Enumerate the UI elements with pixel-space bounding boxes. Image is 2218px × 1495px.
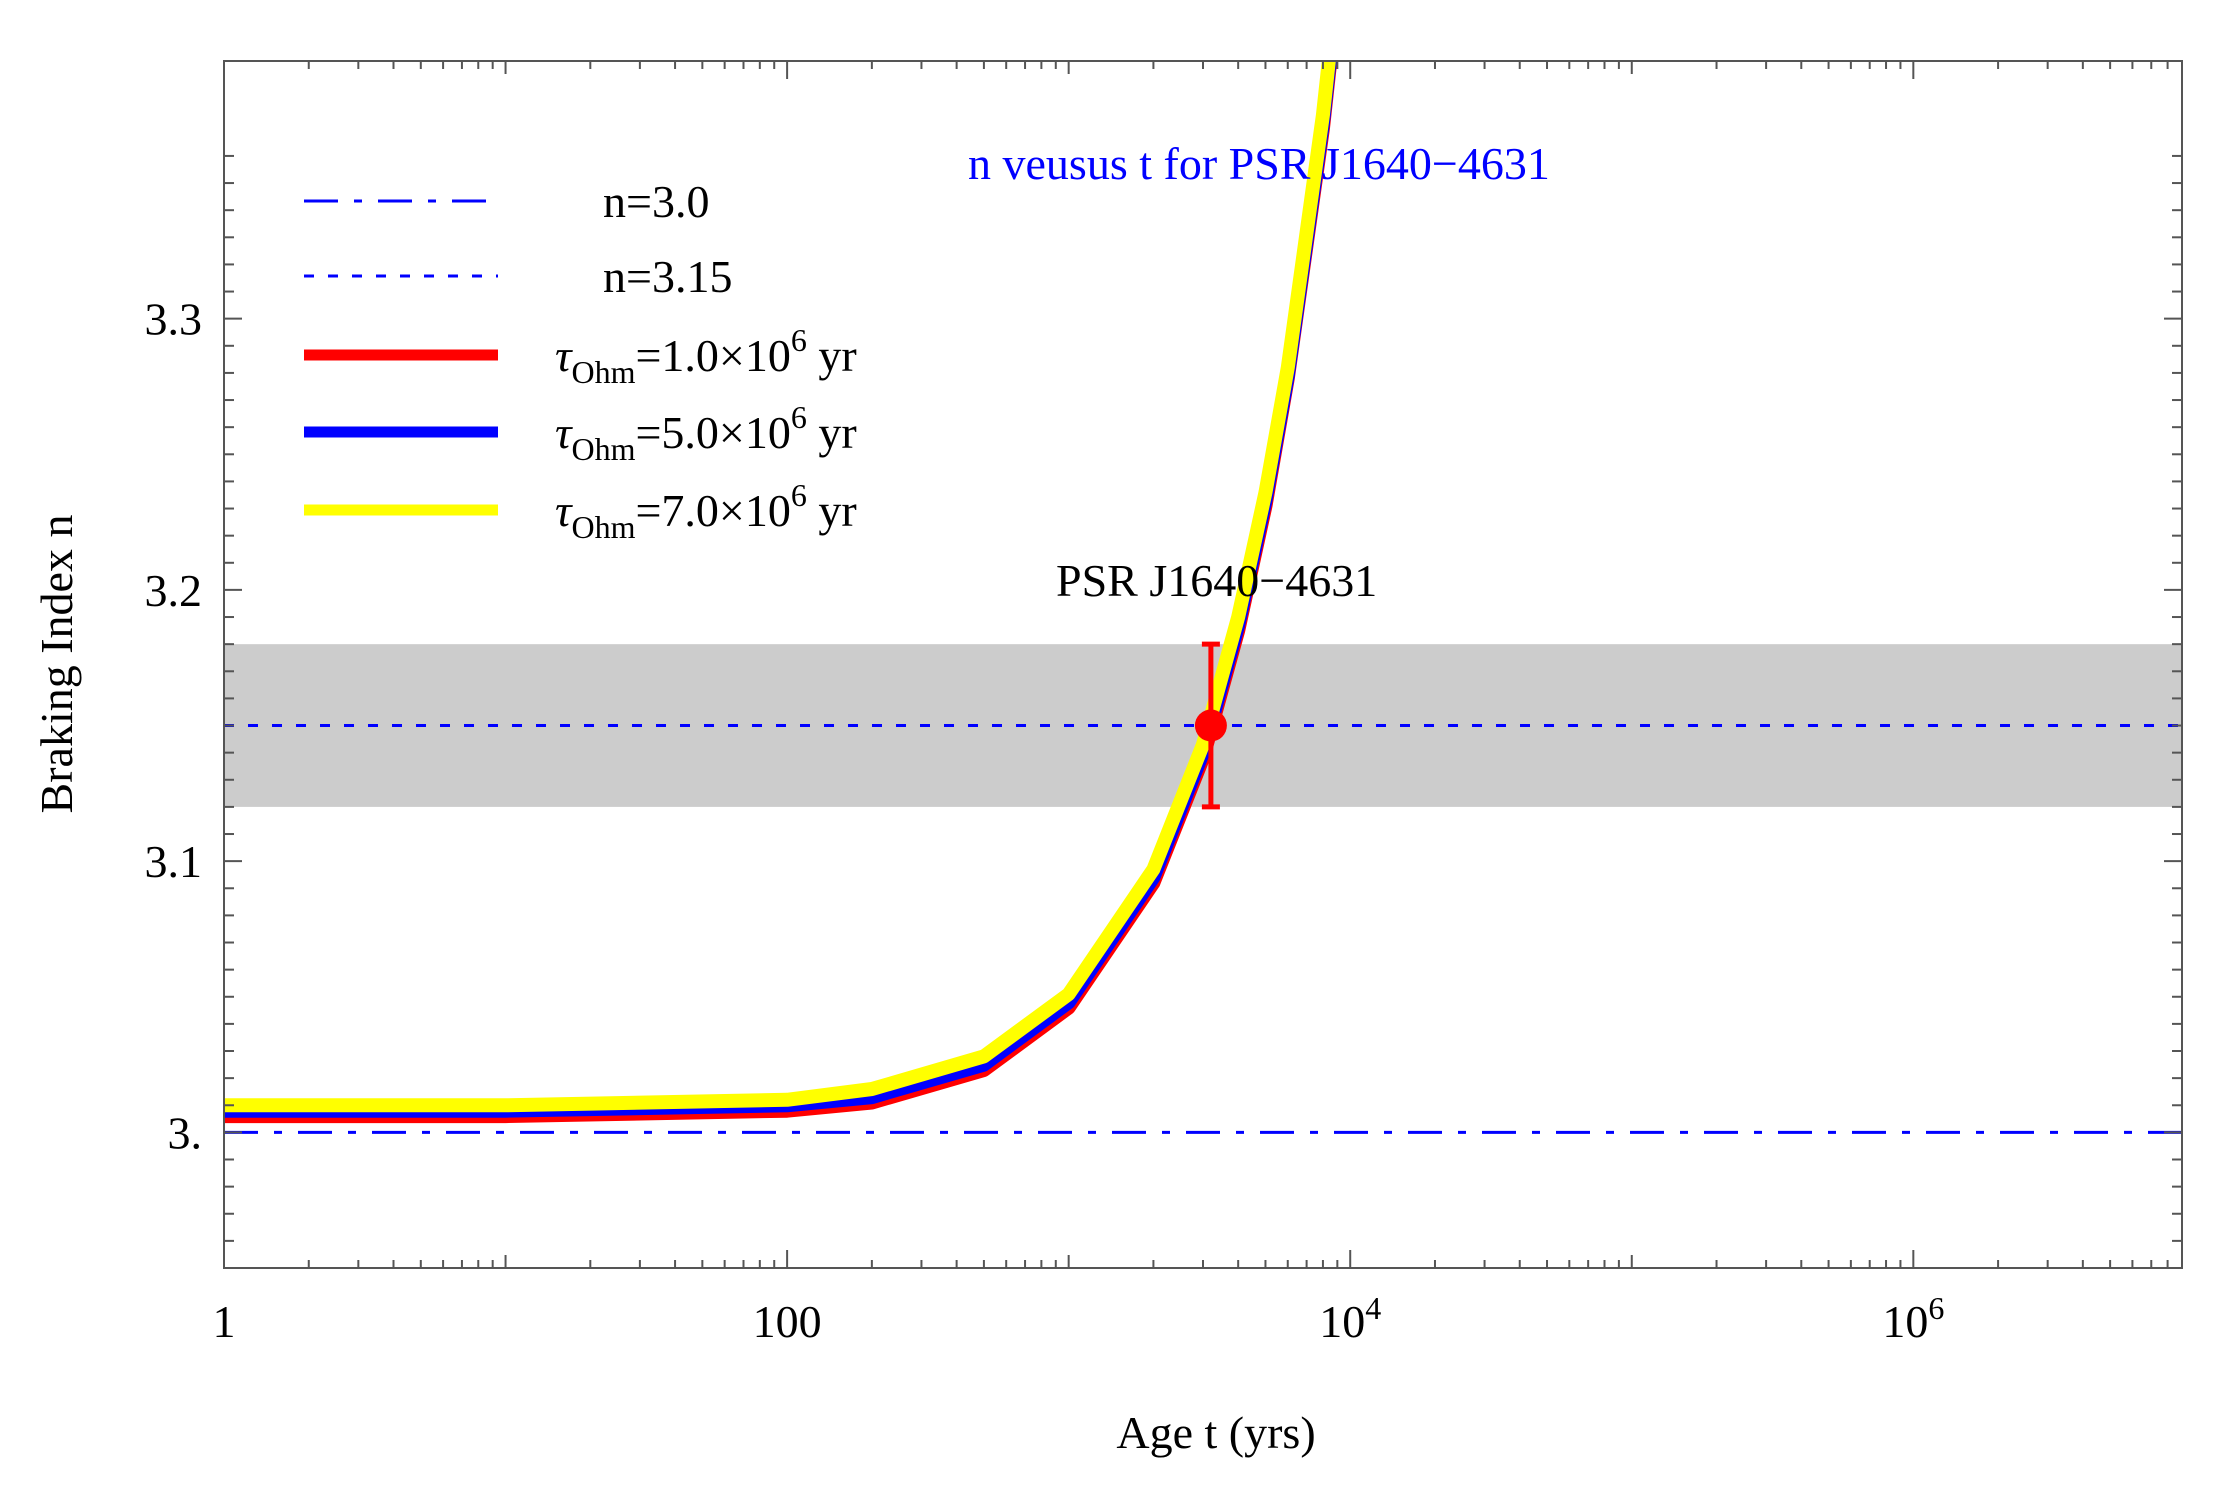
legend-superscript: 6 [791,399,807,435]
data-point-label: PSR J1640−4631 [1056,555,1377,606]
reference-lines-layer [224,724,2182,1134]
data-point-layer [1194,641,1227,810]
x-tick-label-exponent: 4 [1365,1290,1381,1326]
legend-label-5: τOhm=7.0×106 yr [555,477,857,545]
legend-unit: yr [807,330,857,381]
x-tick-label: 104 [1319,1290,1381,1347]
series-line-3 [224,61,1336,1113]
legend-unit: yr [807,485,857,536]
legend-value: =1.0×10 [635,330,790,381]
legend-label-1: n=3.0 [603,176,709,227]
axis-ticks-layer [223,61,2183,1268]
legend-superscript: 6 [791,477,807,513]
data-point-marker [1194,709,1227,742]
x-tick-label-base: 10 [1882,1296,1928,1347]
legend-label-3: τOhm=1.0×106 yr [555,322,857,390]
legend-tau: τ [555,485,573,536]
legend-unit: yr [807,407,857,458]
x-tick-label-base: 10 [1319,1296,1365,1347]
x-axis-label: Age t (yrs) [1116,1407,1315,1458]
legend-label-2: n=3.15 [603,251,732,302]
x-tick-label-base: 1 [213,1296,236,1347]
y-tick-label: 3.3 [145,294,203,345]
legend-subscript: Ohm [571,431,635,467]
legend-subscript: Ohm [571,354,635,390]
legend-superscript: 6 [791,322,807,358]
chart-title: n veusus t for PSR J1640−4631 [968,138,1550,189]
y-axis-label: Braking Index n [31,515,82,814]
legend-value: =5.0×10 [635,407,790,458]
y-tick-label: 3.2 [145,565,203,616]
legend-tau: τ [555,330,573,381]
x-tick-label: 106 [1882,1290,1944,1347]
x-tick-label: 100 [753,1296,822,1347]
legend-label-4: τOhm=5.0×106 yr [555,399,857,467]
legend-tau: τ [555,407,573,458]
x-tick-label-base: 100 [753,1296,822,1347]
y-tick-label: 3.1 [145,836,203,887]
x-tick-label: 1 [213,1296,236,1347]
legend-subscript: Ohm [571,509,635,545]
x-tick-label-exponent: 6 [1928,1290,1944,1326]
y-tick-label: 3. [168,1107,203,1158]
series-layer [224,61,1338,1124]
legend-value: =7.0×10 [635,485,790,536]
